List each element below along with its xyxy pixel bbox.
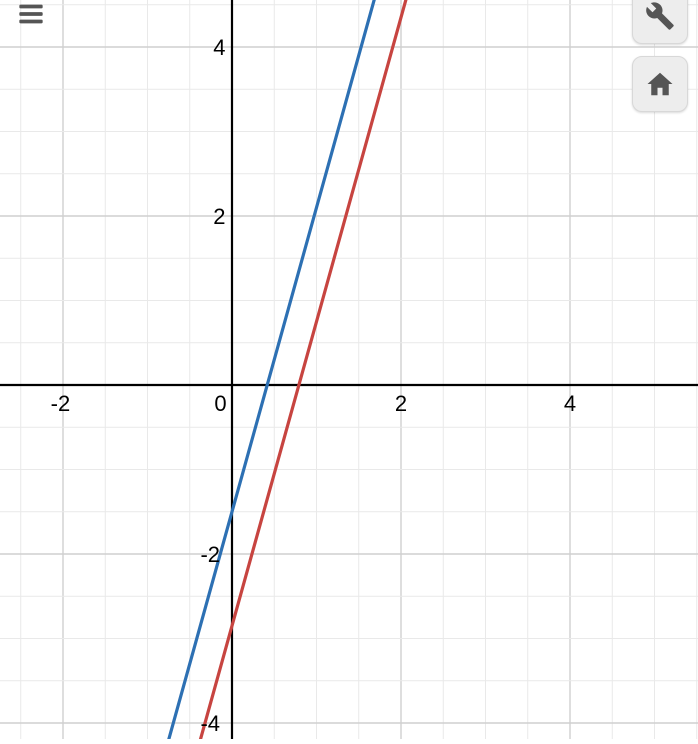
y-tick-label: -4 [200,711,220,737]
graph-svg [0,0,698,739]
y-tick-label: 4 [213,35,225,61]
y-tick-label: -2 [200,542,220,568]
x-tick-label: 2 [395,391,407,417]
blue-line [0,0,698,739]
y-tick-label: 2 [213,204,225,230]
menu-button[interactable] [14,0,54,32]
hamburger-icon [14,0,48,28]
settings-button[interactable] [632,0,688,44]
graph-plot-area[interactable]: -2 0 2 4 4 2 -2 -4 [0,0,698,739]
x-tick-label: 4 [564,391,576,417]
x-tick-label: 0 [214,391,226,417]
home-button[interactable] [632,56,688,112]
home-icon [645,69,675,99]
wrench-icon [645,1,675,31]
red-line [0,0,698,739]
x-tick-label: -2 [51,391,71,417]
